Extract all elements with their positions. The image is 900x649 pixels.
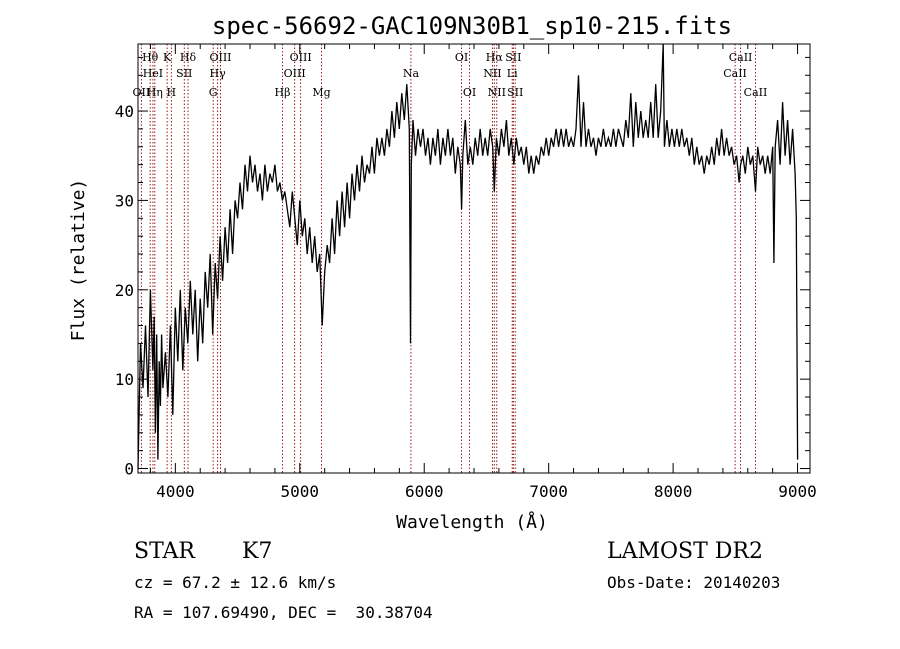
spectral-line-markers <box>140 44 756 473</box>
line-label-19: Hα <box>486 51 504 64</box>
y-tick-label: 40 <box>115 102 134 121</box>
line-label-12: OIII <box>284 67 306 80</box>
x-axis-label: Wavelength (Å) <box>396 511 548 533</box>
y-axis-label: Flux (relative) <box>68 179 89 342</box>
line-label-22: SII <box>505 51 521 64</box>
y-tick-label: 0 <box>124 460 134 479</box>
line-label-14: Mg <box>312 86 330 99</box>
line-label-5: H <box>167 86 177 99</box>
line-label-25: CaII <box>729 51 753 64</box>
line-label-26: CaII <box>744 86 768 99</box>
line-label-24: CaII <box>723 67 747 80</box>
y-tick-label: 20 <box>115 281 134 300</box>
x-tick-label: 6000 <box>405 482 444 501</box>
x-axis-ticks: 4000 5000 6000 7000 8000 9000 <box>149 44 817 501</box>
x-tick-label: 7000 <box>529 482 568 501</box>
line-label-15: Na <box>403 67 420 80</box>
observation-date: Obs-Date: 20140203 <box>607 573 781 592</box>
line-label-9: Hγ <box>210 67 227 80</box>
spectrum-line <box>137 43 799 469</box>
line-label-18: NII <box>483 67 501 80</box>
plot-frame <box>137 43 811 474</box>
sky-coordinates: RA = 107.69490, DEC = 30.38704 <box>134 603 433 622</box>
object-subclass: K7 <box>242 539 273 564</box>
x-tick-label: 9000 <box>778 482 817 501</box>
line-label-2: HeI <box>143 67 163 80</box>
y-tick-label: 30 <box>115 191 134 210</box>
line-label-11: Hβ <box>275 86 291 99</box>
line-label-20: NII <box>488 86 506 99</box>
line-label-10: OIII <box>209 51 231 64</box>
survey-name: LAMOST DR2 <box>607 539 763 564</box>
line-label-4: K <box>163 51 172 64</box>
line-label-23: SII <box>507 86 523 99</box>
redshift-readout: cz = 67.2 ± 12.6 km/s <box>134 573 337 592</box>
line-label-1: Hθ <box>142 51 159 64</box>
line-label-13: OIII <box>290 51 312 64</box>
x-tick-label: 5000 <box>281 482 320 501</box>
line-label-17: OI <box>463 86 476 99</box>
line-label-6: SII <box>176 67 192 80</box>
x-tick-label: 8000 <box>654 482 693 501</box>
y-axis-ticks: 0 10 20 30 40 <box>115 56 810 479</box>
line-label-0: OII <box>133 86 151 99</box>
spectral-line-labels: OII Hθ HeI Hη K H SII Hδ G Hγ OIII Hβ OIII OIII Mg Na OI… <box>133 51 768 99</box>
line-label-7: Hδ <box>180 51 197 64</box>
object-class: STAR <box>134 539 195 564</box>
chart-title: spec-56692-GAC109N30B1_sp10-215.fits <box>212 12 732 40</box>
x-tick-label: 4000 <box>156 482 195 501</box>
line-label-8: G <box>209 86 218 99</box>
line-label-3: Hη <box>147 86 163 99</box>
line-label-16: OI <box>455 51 468 64</box>
line-label-21: Li <box>507 67 518 80</box>
y-tick-label: 10 <box>115 370 134 389</box>
